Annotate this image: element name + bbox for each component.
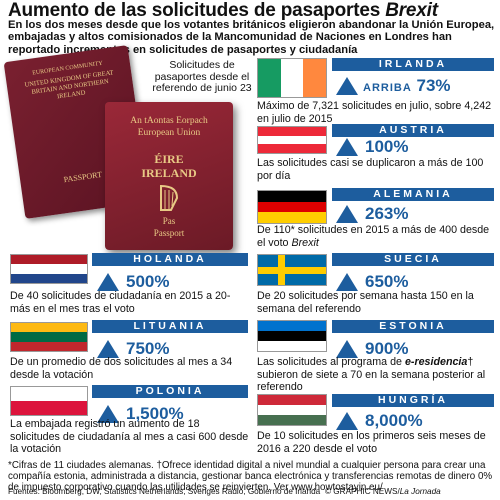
desc-irlanda: Máximo de 7,321 solicitudes en julio, so… [257,100,492,125]
hungary-flag [257,394,327,426]
harp-icon [160,184,179,211]
desc-austria: Las solicitudes casi se duplicaron a más… [257,157,484,182]
desc-hungria: De 10 solicitudes en los primeros seis m… [257,430,486,455]
pct-austria: 100% [365,137,409,156]
page-title: Aumento de las solicitudes de pasaportes… [8,0,438,21]
country-bar-polonia: POLONIA [92,385,248,398]
lithuania-flag [10,322,88,352]
poland-flag [10,386,88,416]
ie-passport-line6: Passport [153,228,185,238]
desc-lituania: De un promedio de dos solicitudes al mes… [10,356,233,381]
country-bar-holanda: HOLANDA [92,253,248,266]
country-bar-lituania: LITUANIA [92,320,248,333]
austria-flag [257,126,327,154]
ie-passport-line4: IRELAND [141,166,197,180]
country-bar-hungria: HUNGRÍA [332,394,494,407]
country-bar-suecia: SUECIA [332,253,494,266]
up-arrow-icon [336,340,358,358]
pct-holanda: 500% [126,272,170,291]
credit: © GRAPHIC NEWS/La Jornada [325,487,441,496]
passport-caption: Solicitudes de pasaportes desde el refer… [152,59,252,94]
desc-estonia: Las solicitudes al programa de e-residen… [257,356,486,393]
netherlands-flag [10,254,88,284]
up-arrow-icon [97,340,119,358]
ie-passport-line2: European Union [137,128,201,138]
desc-polonia: La embajada registró un aumento de 18 so… [10,418,249,455]
up-arrow-icon [97,273,119,291]
pct-hungria: 8,000% [365,411,423,430]
ireland-passport-image: An tAontas Eorpach European Union ÉIRE I… [105,102,233,250]
up-arrow-icon [336,273,358,291]
pct-suecia: 650% [365,272,409,291]
pct-irlanda: ARRIBA 73% [363,76,451,95]
subtitle: En los dos meses desde que los votantes … [8,19,495,56]
desc-holanda: De 40 solicitudes de ciudadanía en 2015 … [10,290,231,315]
desc-alemania: De 110* solicitudes en 2015 a más de 400… [257,224,490,249]
pct-alemania: 263% [365,204,409,223]
up-arrow-icon [97,405,119,423]
germany-flag [257,190,327,224]
up-arrow-icon [336,77,358,95]
ireland-flag [257,58,327,98]
country-bar-alemania: ALEMANIA [332,188,494,201]
up-arrow-icon [336,205,358,223]
sources: Fuentes: Bloomberg, DW, Statistics Nethe… [8,487,321,496]
estonia-flag [257,320,327,352]
footnote: *Cifras de 11 ciudades alemanas. †Ofrece… [8,460,493,493]
ie-passport-line5: Pas [162,216,176,226]
up-arrow-icon [336,138,358,156]
country-bar-austria: AUSTRIA [332,124,494,137]
ie-passport-line3: ÉIRE [154,152,184,166]
pct-polonia: 1,500% [126,404,184,423]
up-arrow-icon [336,412,358,430]
pct-lituania: 750% [126,339,170,358]
desc-suecia: De 20 solicitudes por semana hasta 150 e… [257,290,474,315]
sweden-flag [257,254,327,286]
pct-estonia: 900% [365,339,409,358]
ie-passport-line1: An tAontas Eorpach [130,116,208,126]
country-bar-irlanda: IRLANDA [332,58,494,71]
country-bar-estonia: ESTONIA [332,320,494,333]
